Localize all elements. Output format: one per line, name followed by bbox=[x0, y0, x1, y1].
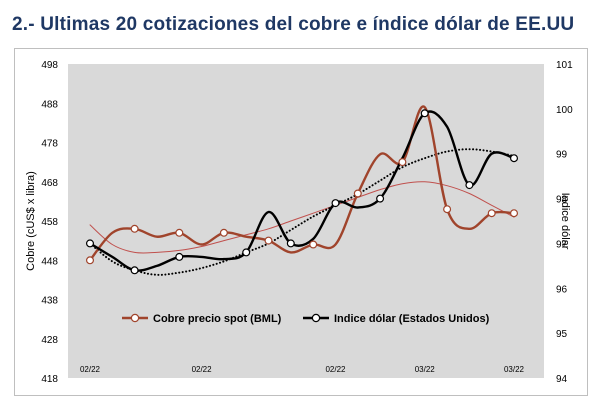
chart-figure: 498 488 478 468 458 448 438 428 418 101 100 99 98 97… bbox=[14, 48, 588, 396]
point-cobre bbox=[443, 205, 452, 214]
legend-label-cobre: Cobre precio spot (BML) bbox=[153, 313, 282, 325]
left-tick-label: 438 bbox=[41, 296, 58, 307]
point-cobre bbox=[309, 240, 318, 249]
point-cobre bbox=[353, 189, 362, 198]
x-tick-label: 02/22 bbox=[325, 365, 346, 374]
point-dolar bbox=[286, 239, 295, 248]
trendline-dolar-line bbox=[89, 148, 515, 276]
right-tick-label: 99 bbox=[556, 150, 568, 161]
point-dolar bbox=[242, 248, 251, 257]
x-tick-label: 03/22 bbox=[504, 365, 525, 374]
left-tick-label: 458 bbox=[41, 217, 58, 228]
point-cobre bbox=[398, 158, 407, 167]
point-dolar bbox=[331, 199, 340, 208]
left-tick-label: 448 bbox=[41, 256, 58, 267]
right-tick-label: 100 bbox=[556, 105, 573, 116]
point-cobre bbox=[130, 224, 139, 233]
left-tick-label: 428 bbox=[41, 335, 58, 346]
right-axis-ticks: 101 100 99 98 97 96 95 94 bbox=[556, 60, 573, 385]
x-tick-label: 03/22 bbox=[415, 365, 436, 374]
left-axis-ticks: 498 488 478 468 458 448 438 428 418 bbox=[41, 60, 58, 385]
right-tick-label: 96 bbox=[556, 284, 568, 295]
right-tick-label: 98 bbox=[556, 195, 568, 206]
point-dolar bbox=[376, 194, 385, 203]
right-tick-label: 94 bbox=[556, 374, 568, 385]
legend-item-cobre: Cobre precio spot (BML) bbox=[122, 313, 282, 325]
series-cobre-line bbox=[88, 105, 516, 262]
left-tick-label: 488 bbox=[41, 99, 58, 110]
left-tick-label: 468 bbox=[41, 178, 58, 189]
point-cobre bbox=[264, 236, 273, 245]
x-tick-label: 02/22 bbox=[80, 365, 101, 374]
right-tick-label: 95 bbox=[556, 329, 568, 340]
right-axis-label: Indice dólar bbox=[559, 193, 571, 250]
point-dolar bbox=[85, 239, 94, 248]
chart-svg: 498 488 478 468 458 448 438 428 418 101 100 99 98 97… bbox=[14, 48, 588, 396]
left-axis-label: Cobre (cUS$ x libra) bbox=[25, 171, 37, 271]
x-tick-label: 02/22 bbox=[192, 365, 213, 374]
point-dolar bbox=[420, 109, 429, 118]
point-cobre bbox=[175, 228, 184, 237]
trendline-cobre-line bbox=[89, 181, 515, 254]
series-dolar-line bbox=[88, 110, 516, 272]
point-cobre bbox=[85, 256, 94, 265]
x-axis-ticks: 02/22 02/22 02/22 03/22 03/22 bbox=[80, 365, 525, 374]
point-dolar bbox=[175, 252, 184, 261]
plot-area bbox=[68, 64, 544, 378]
page-title: 2.- Ultimas 20 cotizaciones del cobre e … bbox=[12, 14, 575, 35]
left-tick-label: 498 bbox=[41, 60, 58, 71]
legend-swatch-marker-cobre bbox=[130, 313, 140, 323]
right-tick-label: 97 bbox=[556, 239, 568, 250]
point-cobre bbox=[487, 209, 496, 218]
left-tick-label: 418 bbox=[41, 374, 58, 385]
legend: Cobre precio spot (BML) Indice dólar (Es… bbox=[122, 313, 490, 325]
point-dolar bbox=[130, 266, 139, 275]
point-cobre bbox=[219, 228, 228, 237]
point-dolar bbox=[465, 181, 474, 190]
point-dolar bbox=[510, 154, 519, 163]
legend-item-dolar: Indice dólar (Estados Unidos) bbox=[303, 313, 490, 325]
right-tick-label: 101 bbox=[556, 60, 573, 71]
series-layer bbox=[85, 105, 519, 276]
left-tick-label: 478 bbox=[41, 139, 58, 150]
point-cobre bbox=[510, 209, 519, 218]
legend-swatch-marker-dolar bbox=[311, 313, 321, 323]
legend-label-dolar: Indice dólar (Estados Unidos) bbox=[334, 313, 490, 325]
